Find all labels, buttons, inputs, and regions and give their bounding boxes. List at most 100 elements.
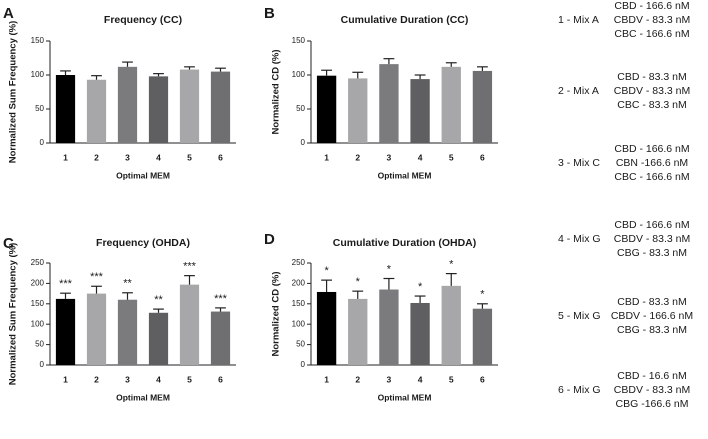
panel-c-significance-6: *** bbox=[214, 293, 228, 305]
panel-d-bar-3 bbox=[379, 289, 399, 365]
panel-c-ytick-label: 50 bbox=[35, 340, 44, 349]
panel-d-significance-2: * bbox=[356, 276, 361, 288]
panel-b-xtick-label: 1 bbox=[324, 152, 329, 162]
panel-d-ytick-label: 200 bbox=[292, 279, 306, 288]
panel-c-bar-6 bbox=[210, 311, 231, 365]
panel-b-xtick-label: 4 bbox=[418, 152, 423, 162]
panel-d-xtick-label: 1 bbox=[324, 374, 329, 384]
panel-b-xtick-label: 6 bbox=[480, 152, 485, 162]
panel-b-ytick-label: 150 bbox=[292, 36, 306, 45]
legend-component-line: CBG - 83.3 nM bbox=[616, 247, 688, 259]
legend-component-line: CBDV - 83.3 nM bbox=[613, 233, 691, 245]
panel-d-significance-5: * bbox=[449, 259, 454, 271]
panel-c-letter: C bbox=[3, 235, 14, 252]
panel-d-significance-1: * bbox=[324, 265, 329, 277]
legend-component-line: CBD - 83.3 nM bbox=[617, 71, 687, 83]
panel-d-significance-4: * bbox=[418, 281, 423, 293]
panel-a-xtick-label: 1 bbox=[63, 152, 68, 162]
legend-component-line: CBD - 166.6 nM bbox=[614, 143, 690, 155]
panel-d-bar-4 bbox=[410, 302, 430, 365]
panel-c-xtick-label: 5 bbox=[187, 374, 192, 384]
panel-b-bar-5 bbox=[441, 66, 461, 143]
panel-d-ylabel: Normalized CD (%) bbox=[271, 272, 282, 357]
panel-c-significance-2: *** bbox=[90, 271, 104, 283]
panel-a-xlabel: Optimal MEM bbox=[116, 170, 170, 180]
panel-c-bar-4 bbox=[148, 312, 169, 365]
legend-mix-label: 3 - Mix C bbox=[558, 157, 600, 169]
panel-d-ytick-label: 150 bbox=[292, 299, 306, 308]
panel-c-significance-3: ** bbox=[123, 278, 132, 290]
panel-c-ytick-label: 150 bbox=[31, 299, 45, 308]
panel-c-title: Frequency (OHDA) bbox=[96, 237, 190, 249]
legend-component-line: CBD - 166.6 nM bbox=[614, 0, 690, 12]
legend-component-line: CBDV - 83.3 nM bbox=[613, 384, 691, 396]
panel-a-bar-3 bbox=[117, 66, 138, 143]
legend-component-line: CBC - 166.6 nM bbox=[614, 171, 690, 183]
legend-component-line: CBDV - 83.3 nM bbox=[613, 85, 691, 97]
panel-b-xtick-label: 5 bbox=[449, 152, 454, 162]
panel-b-xtick-label: 2 bbox=[355, 152, 360, 162]
panel-d-xlabel: Optimal MEM bbox=[378, 392, 432, 402]
panel-c-ylabel: Normalized Sum Frequency (%) bbox=[8, 243, 19, 386]
panel-a-ylabel: Normalized Sum Frequency (%) bbox=[8, 21, 19, 164]
panel-b-bar-3 bbox=[379, 64, 399, 143]
panel-d-ytick-label: 100 bbox=[292, 319, 306, 328]
legend-component-line: CBD - 166.6 nM bbox=[614, 219, 690, 231]
panel-a-title: Frequency (CC) bbox=[104, 14, 182, 26]
panel-b-ytick-label: 0 bbox=[301, 138, 306, 147]
panel-a-bar-2 bbox=[86, 79, 107, 143]
panel-a-letter: A bbox=[3, 5, 14, 22]
panel-c-bar-1 bbox=[55, 298, 76, 365]
legend-component-line: CBD - 83.3 nM bbox=[617, 296, 687, 308]
panel-d-xtick-label: 6 bbox=[480, 374, 485, 384]
panel-b-ytick-label: 100 bbox=[292, 70, 306, 79]
legend-component-line: CBDV - 166.6 nM bbox=[610, 310, 694, 322]
panel-c-ytick-label: 100 bbox=[31, 319, 45, 328]
panel-c-bar-5 bbox=[179, 284, 200, 365]
panel-a-bar-5 bbox=[179, 69, 200, 143]
panel-b-ylabel: Normalized CD (%) bbox=[271, 50, 282, 135]
panel-b-xtick-label: 3 bbox=[387, 152, 392, 162]
panel-b-bar-2 bbox=[348, 78, 368, 143]
panel-d-title: Cumulative Duration (OHDA) bbox=[333, 237, 477, 249]
panel-a-ytick-label: 150 bbox=[31, 36, 45, 45]
panel-b-bar-6 bbox=[472, 70, 493, 143]
panel-d-xtick-label: 5 bbox=[449, 374, 454, 384]
panel-d-significance-3: * bbox=[387, 263, 392, 275]
legend-component-line: CBG -166.6 nM bbox=[615, 398, 689, 410]
panel-d-bar-5 bbox=[441, 285, 461, 365]
legend-mix-label: 2 - Mix A bbox=[558, 85, 599, 97]
panel-b-title: Cumulative Duration (CC) bbox=[341, 14, 469, 26]
panel-c-xtick-label: 4 bbox=[156, 374, 161, 384]
panel-d-ytick-label: 50 bbox=[296, 340, 305, 349]
panel-b-bar-1 bbox=[316, 75, 337, 143]
panel-b-xlabel: Optimal MEM bbox=[378, 170, 432, 180]
panel-c-significance-4: ** bbox=[154, 294, 163, 306]
legend-component-line: CBG - 83.3 nM bbox=[616, 324, 688, 336]
legend-mix-label: 6 - Mix G bbox=[558, 384, 601, 396]
panel-c-xtick-label: 6 bbox=[218, 374, 223, 384]
panel-a-xtick-label: 2 bbox=[94, 152, 99, 162]
legend-mix-label: 4 - Mix G bbox=[558, 233, 601, 245]
panel-d-xtick-label: 3 bbox=[387, 374, 392, 384]
panel-d-bar-6 bbox=[472, 308, 493, 365]
panel-d-bar-1 bbox=[316, 291, 337, 365]
panel-d-significance-6: * bbox=[480, 289, 485, 301]
panel-b-bar-4 bbox=[410, 79, 430, 143]
legend-mix-label: 1 - Mix A bbox=[558, 14, 599, 26]
panel-a-xtick-label: 6 bbox=[218, 152, 223, 162]
panel-c-xtick-label: 1 bbox=[63, 374, 68, 384]
panel-c-ytick-label: 200 bbox=[31, 279, 45, 288]
panel-c-xtick-label: 3 bbox=[125, 374, 130, 384]
panel-a-ytick-label: 100 bbox=[31, 70, 45, 79]
panel-c-xlabel: Optimal MEM bbox=[116, 392, 170, 402]
panel-d-xtick-label: 4 bbox=[418, 374, 423, 384]
panel-d-letter: D bbox=[264, 231, 275, 248]
panel-a-xtick-label: 5 bbox=[187, 152, 192, 162]
panel-a-xtick-label: 4 bbox=[156, 152, 161, 162]
panel-b-letter: B bbox=[264, 5, 275, 22]
panel-c-ytick-label: 250 bbox=[31, 258, 45, 267]
legend-component-line: CBC - 166.6 nM bbox=[614, 28, 690, 40]
panel-a-bar-6 bbox=[210, 71, 231, 143]
